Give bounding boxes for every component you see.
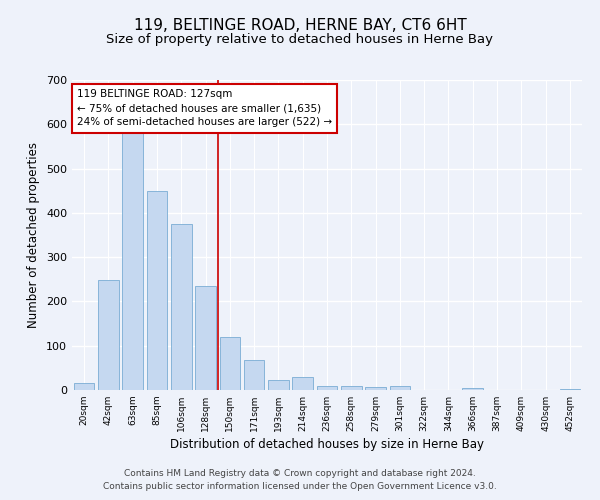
Bar (195, 286, 216, 390)
Text: 119, BELTINGE ROAD, HERNE BAY, CT6 6HT: 119, BELTINGE ROAD, HERNE BAY, CT6 6HT (134, 18, 466, 32)
Bar (389, 386, 410, 390)
X-axis label: Distribution of detached houses by size in Herne Bay: Distribution of detached houses by size … (170, 438, 484, 451)
Bar (341, 386, 362, 390)
Bar (292, 376, 313, 390)
Bar (220, 337, 240, 390)
Text: Size of property relative to detached houses in Herne Bay: Size of property relative to detached ho… (107, 32, 493, 46)
Bar (268, 380, 289, 390)
Bar (560, 388, 580, 390)
Y-axis label: Number of detached properties: Number of detached properties (28, 142, 40, 328)
Bar (317, 386, 337, 390)
Text: Contains HM Land Registry data © Crown copyright and database right 2024.: Contains HM Land Registry data © Crown c… (124, 468, 476, 477)
Bar (74, 384, 94, 390)
Text: 119 BELTINGE ROAD: 127sqm
← 75% of detached houses are smaller (1,635)
24% of se: 119 BELTINGE ROAD: 127sqm ← 75% of detac… (77, 90, 332, 128)
Bar (244, 360, 265, 390)
Bar (146, 190, 167, 390)
Bar (463, 388, 483, 390)
Bar (122, 131, 143, 390)
Bar (171, 224, 191, 390)
Bar (365, 387, 386, 390)
Text: Contains public sector information licensed under the Open Government Licence v3: Contains public sector information licen… (103, 482, 497, 491)
Bar (98, 280, 119, 390)
